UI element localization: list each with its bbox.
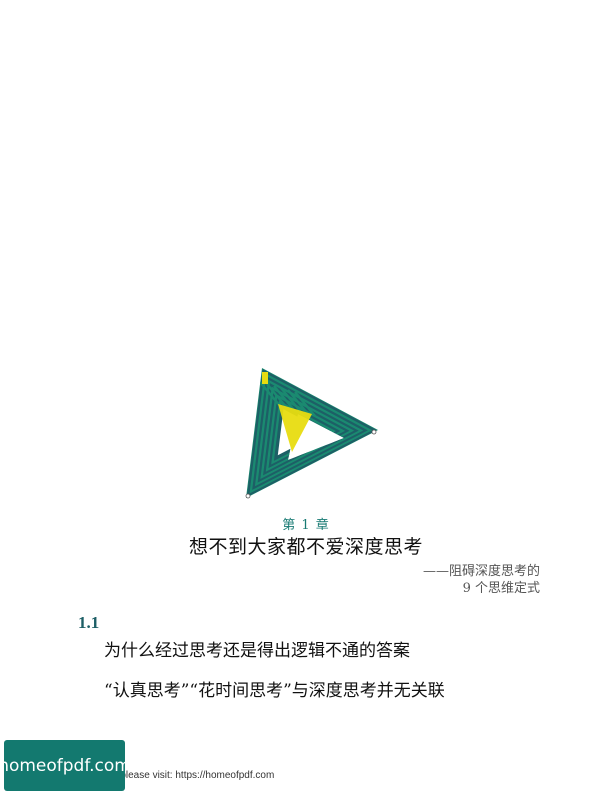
section-heading-line-1: 为什么经过思考还是得出逻辑不通的答案 — [104, 641, 410, 661]
chapter-subtitle-line-1: ——阻碍深度思考的 — [422, 564, 540, 579]
chapter-subtitle-line-2: 9 个思维定式 — [462, 581, 540, 596]
section-heading-line-2: “认真思考”“花时间思考”与深度思考并无关联 — [104, 681, 445, 701]
homeofpdf-badge-link[interactable]: homeofpdf.com — [0, 740, 131, 791]
chapter-label: 第 1 章 — [282, 518, 330, 533]
impossible-triangle-logo-icon — [240, 362, 380, 504]
section-number: 1.1 — [78, 613, 100, 632]
chapter-title: 想不到大家都不爱深度思考 — [188, 536, 423, 558]
footer-visit-text: e please visit: https://homeofpdf.com — [112, 770, 275, 781]
